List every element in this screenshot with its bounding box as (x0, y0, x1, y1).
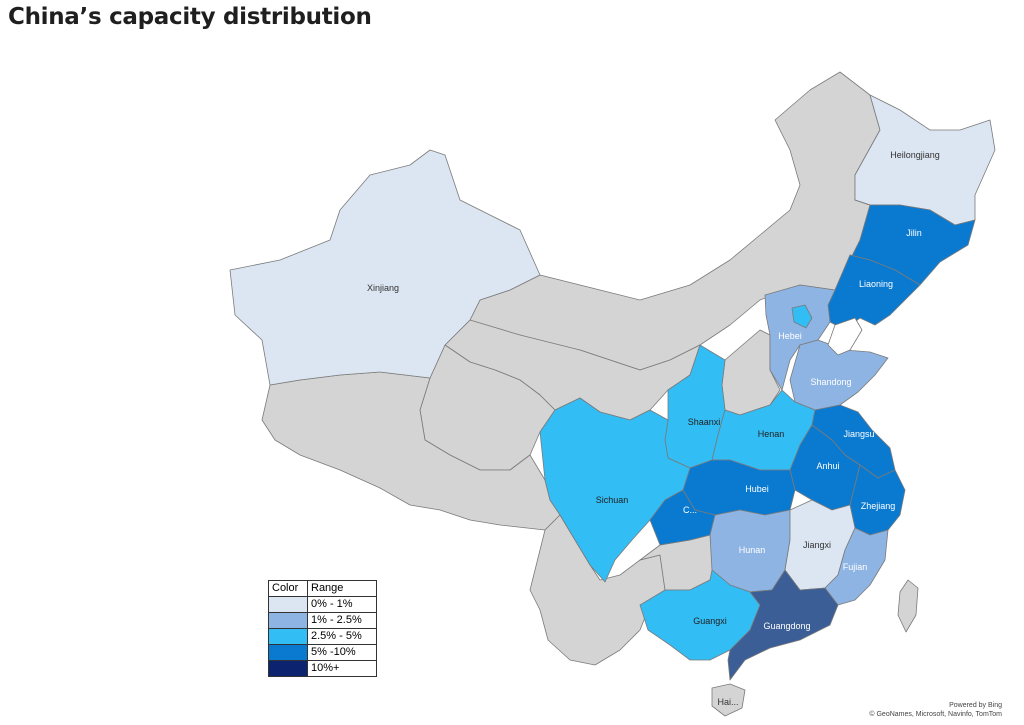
legend-swatch (268, 628, 308, 645)
credit-powered-by: Powered by Bing (949, 702, 1002, 709)
legend-header-row: Color Range (268, 580, 377, 597)
legend-row: 5% -10% (268, 644, 377, 661)
label-shandong: Shandong (810, 377, 851, 387)
label-chongqing: C... (683, 505, 697, 515)
bohai-sea (827, 317, 863, 356)
legend-range-label: 0% - 1% (307, 596, 377, 613)
credit-attribution: © GeoNames, Microsoft, Navinfo, TomTom (869, 711, 1002, 718)
province-beijing-tianjin[interactable] (791, 304, 813, 329)
legend-swatch (268, 644, 308, 661)
label-jiangsu: Jiangsu (843, 429, 874, 439)
legend-header-range: Range (307, 580, 377, 597)
province-hainan[interactable] (711, 683, 746, 717)
legend-header-color: Color (268, 580, 308, 597)
legend-range-label: 1% - 2.5% (307, 612, 377, 629)
legend-row: 0% - 1% (268, 596, 377, 613)
legend-row: 1% - 2.5% (268, 612, 377, 629)
label-xinjiang: Xinjiang (367, 283, 399, 293)
label-shaanxi: Shaanxi (688, 417, 721, 427)
province-guangdong[interactable] (727, 569, 839, 681)
legend-swatch (268, 660, 308, 677)
legend-range-label: 5% -10% (307, 644, 377, 661)
label-jiangxi: Jiangxi (803, 540, 831, 550)
label-anhui: Anhui (816, 461, 839, 471)
label-sichuan: Sichuan (596, 495, 629, 505)
legend-swatch (268, 612, 308, 629)
legend-row: 2.5% - 5% (268, 628, 377, 645)
label-henan: Henan (758, 429, 785, 439)
label-heilongjiang: Heilongjiang (890, 150, 940, 160)
label-hainan: Hai... (717, 697, 738, 707)
legend-row: 10%+ (268, 660, 377, 677)
region-taiwan[interactable] (897, 579, 919, 633)
label-hunan: Hunan (739, 545, 766, 555)
label-hebei: Hebei (778, 331, 802, 341)
label-fujian: Fujian (843, 562, 868, 572)
legend-table: Color Range 0% - 1% 1% - 2.5% 2.5% - 5% … (268, 580, 377, 677)
province-xinjiang[interactable] (229, 149, 541, 386)
province-fujian[interactable] (824, 527, 889, 606)
legend-range-label: 2.5% - 5% (307, 628, 377, 645)
legend-swatch (268, 596, 308, 613)
label-jilin: Jilin (906, 228, 922, 238)
label-guangdong: Guangdong (763, 621, 810, 631)
label-zhejiang: Zhejiang (861, 501, 896, 511)
legend-range-label: 10%+ (307, 660, 377, 677)
map-credit: Powered by Bing © GeoNames, Microsoft, N… (869, 701, 1002, 719)
label-guangxi: Guangxi (693, 616, 727, 626)
page-title: China’s capacity distribution (8, 4, 372, 30)
label-liaoning: Liaoning (859, 279, 893, 289)
label-hubei: Hubei (745, 484, 769, 494)
